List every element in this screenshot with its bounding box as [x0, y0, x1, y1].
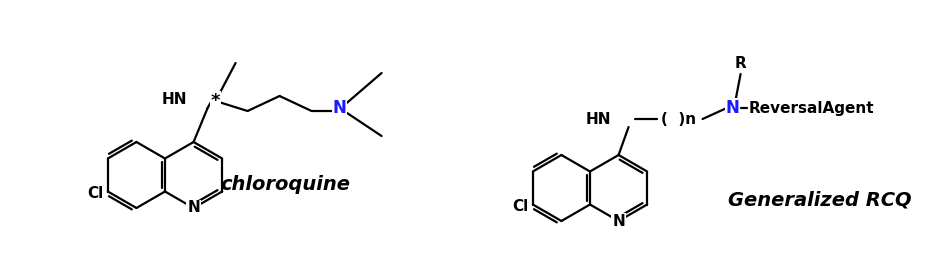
Text: Generalized RCQ: Generalized RCQ [728, 190, 911, 210]
Text: ReversalAgent: ReversalAgent [748, 101, 874, 115]
Text: chloroquine: chloroquine [220, 176, 350, 194]
Text: N: N [612, 214, 625, 228]
Text: *: * [211, 92, 220, 110]
Text: Cl: Cl [513, 199, 528, 214]
Text: Cl: Cl [88, 186, 103, 201]
Text: N: N [726, 99, 739, 117]
Text: HN: HN [586, 111, 611, 127]
Text: R: R [734, 56, 747, 72]
Text: N: N [187, 201, 200, 215]
Text: (  )n: ( )n [661, 111, 695, 127]
Text: N: N [333, 99, 347, 117]
Text: HN: HN [162, 93, 187, 107]
